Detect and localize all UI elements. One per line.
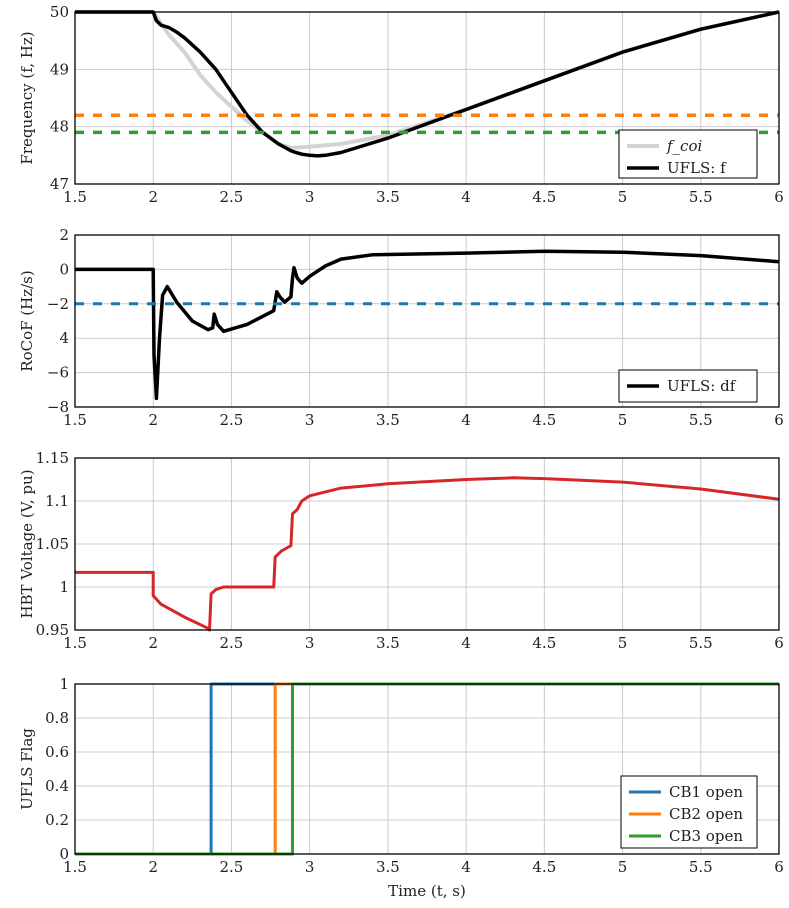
- plot-frame: [74, 234, 780, 408]
- x-tick-label: 3: [305, 188, 315, 206]
- x-tick-label: 1.5: [63, 634, 87, 652]
- y-tick-label: −8: [47, 398, 69, 416]
- x-tick-label: 4.5: [532, 858, 556, 876]
- x-tick-label: 2.5: [220, 188, 244, 206]
- x-tick-label: 5.5: [689, 188, 713, 206]
- x-tick-label: 6: [774, 411, 784, 429]
- x-tick-label: 4.5: [532, 188, 556, 206]
- y-tick-label: 47: [50, 175, 69, 193]
- x-tick-label: 6: [774, 634, 784, 652]
- legend-label: UFLS: df: [667, 377, 737, 395]
- plot-frame: [74, 457, 780, 631]
- x-tick-label: 2: [148, 634, 158, 652]
- y-tick-label: 0: [59, 260, 69, 278]
- x-tick-label: 5.5: [689, 858, 713, 876]
- x-tick-label: 4: [461, 634, 471, 652]
- y-tick-label: 4: [59, 329, 69, 347]
- plot-frame: [74, 11, 780, 185]
- y-tick-label: 0.6: [45, 743, 69, 761]
- x-tick-label: 2: [148, 411, 158, 429]
- y-tick-label: 2: [59, 226, 69, 244]
- y-tick-label: 1.05: [36, 535, 69, 553]
- subplot-2: 1.5 2 2.5 3 3.5 4 4.5 5 5.5 6 −8 −6 4 −2 0 2 RoCoF (Hz/s…: [18, 226, 784, 429]
- x-tick-label: 5: [618, 858, 628, 876]
- x-tick-label: 5: [618, 188, 628, 206]
- x-tick-label: 2.5: [220, 411, 244, 429]
- legend-label: CB1 open: [669, 783, 743, 801]
- y-tick-label: 0: [59, 845, 69, 863]
- legend-label: UFLS: f: [667, 159, 727, 177]
- x-tick-label: 1.5: [63, 858, 87, 876]
- series-line-ufls-df: [75, 249, 779, 401]
- y-axis-label: HBT Voltage (V, pu): [18, 469, 36, 618]
- y-tick-label: 0.2: [45, 811, 69, 829]
- y-tick-label: 1.1: [45, 492, 69, 510]
- x-tick-label: 6: [774, 858, 784, 876]
- legend: CB1 open CB2 open CB3 open: [620, 775, 758, 849]
- x-tick-label: 1.5: [63, 411, 87, 429]
- legend-label: CB2 open: [669, 805, 743, 823]
- x-tick-label: 3.5: [376, 188, 400, 206]
- x-tick-label: 3.5: [376, 858, 400, 876]
- y-axis-label: UFLS Flag: [18, 728, 36, 810]
- subplot-1: 1.5 2 2.5 3 3.5 4 4.5 5 5.5 6 47 48 49 50 Frequency (f…: [18, 3, 784, 206]
- x-tick-label: 3: [305, 411, 315, 429]
- x-tick-label: 6: [774, 188, 784, 206]
- x-tick-label: 4.5: [532, 411, 556, 429]
- plot-frame: [74, 683, 780, 855]
- y-tick-label: 49: [50, 60, 69, 78]
- x-tick-label: 3: [305, 858, 315, 876]
- x-tick-label: 3.5: [376, 634, 400, 652]
- y-axis-label: RoCoF (Hz/s): [18, 270, 36, 371]
- y-tick-label: 1.15: [36, 449, 69, 467]
- legend: UFLS: df: [618, 369, 758, 403]
- y-tick-label: 0.4: [45, 777, 69, 795]
- y-tick-label: 1: [59, 578, 69, 596]
- legend-label: CB3 open: [669, 827, 743, 845]
- y-tick-label: −2: [47, 295, 69, 313]
- y-tick-label: 0.95: [36, 621, 69, 639]
- x-tick-label: 4: [461, 858, 471, 876]
- x-axis-label: Time (t, s): [388, 882, 466, 900]
- y-tick-label: 50: [50, 3, 69, 21]
- x-tick-label: 4: [461, 411, 471, 429]
- y-axis-label: Frequency (f, Hz): [18, 31, 36, 164]
- y-tick-label: −6: [47, 364, 69, 382]
- legend-box: [618, 129, 758, 179]
- x-tick-label: 1.5: [63, 188, 87, 206]
- x-tick-label: 2.5: [220, 858, 244, 876]
- subplot-3: 1.5 2 2.5 3 3.5 4 4.5 5 5.5 6 0.95 1 1.05 1.1 1.15HBT …: [18, 449, 784, 652]
- x-tick-label: 3.5: [376, 411, 400, 429]
- x-tick-label: 2.5: [220, 634, 244, 652]
- subplot-4: 1.5 2 2.5 3 3.5 4 4.5 5 5.5 6 0 0.2 0.4 0.6 0.8 1 UFLS F…: [18, 675, 784, 900]
- y-tick-label: 0.8: [45, 709, 69, 727]
- x-tick-label: 2: [148, 858, 158, 876]
- series-line-f-coi: [75, 10, 779, 150]
- x-tick-label: 5.5: [689, 634, 713, 652]
- x-tick-label: 4.5: [532, 634, 556, 652]
- x-tick-label: 3: [305, 634, 315, 652]
- x-tick-label: 2: [148, 188, 158, 206]
- x-tick-label: 5: [618, 634, 628, 652]
- y-tick-label: 48: [50, 118, 69, 136]
- legend: f_coi UFLS: f: [618, 129, 758, 179]
- x-tick-label: 5: [618, 411, 628, 429]
- series-line-voltage: [75, 476, 779, 632]
- y-tick-label: 1: [59, 675, 69, 693]
- legend-label: f_coi: [666, 137, 702, 155]
- x-tick-label: 5.5: [689, 411, 713, 429]
- x-tick-label: 4: [461, 188, 471, 206]
